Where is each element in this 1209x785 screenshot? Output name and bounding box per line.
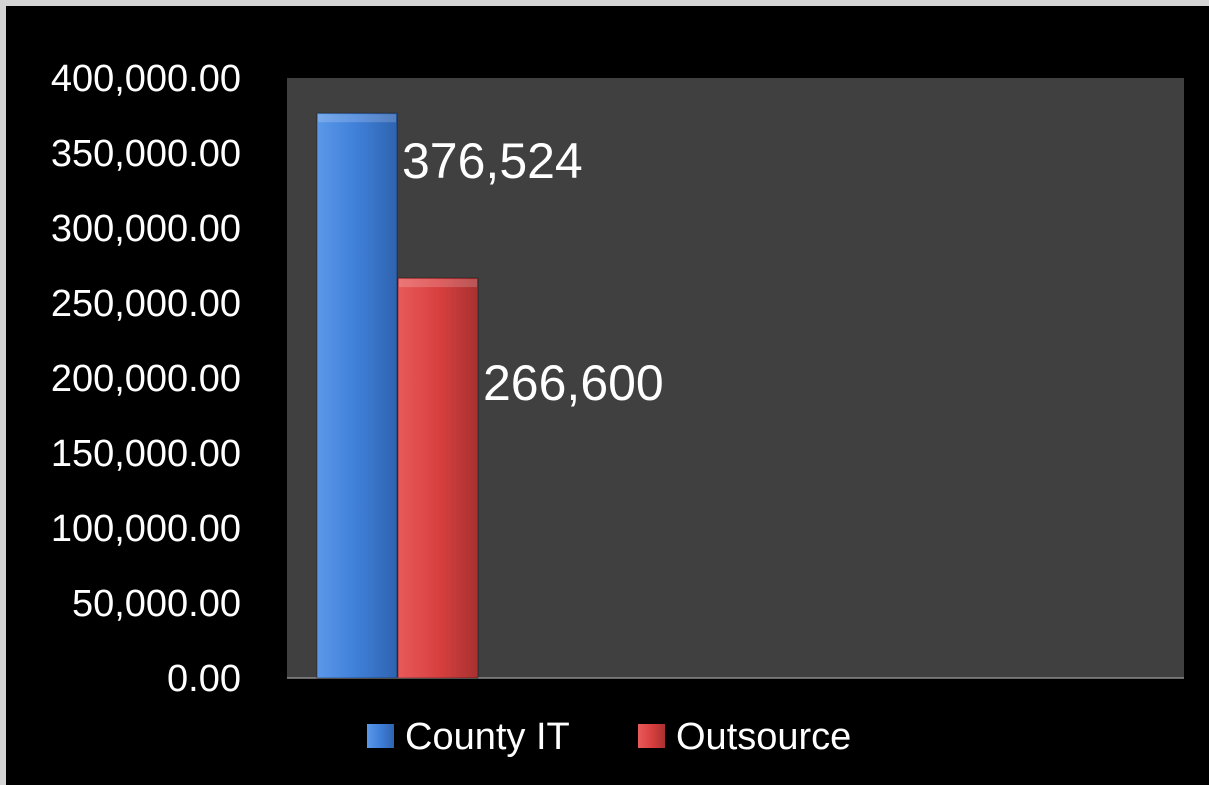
data-label-county-it: 376,524 <box>402 133 583 189</box>
data-labels: 376,524 266,600 <box>402 133 664 411</box>
y-tick-label: 300,000.00 <box>51 208 241 250</box>
y-tick-label: 400,000.00 <box>51 58 241 100</box>
y-tick-label: 150,000.00 <box>51 433 241 475</box>
y-tick-label: 250,000.00 <box>51 283 241 325</box>
y-tick-label: 100,000.00 <box>51 508 241 550</box>
legend-swatch-county-it <box>367 724 394 748</box>
bar-highlight <box>318 114 396 123</box>
legend-swatch-outsource <box>638 724 665 748</box>
bar-highlight <box>399 279 477 288</box>
bar-outsource <box>397 277 479 679</box>
bar-county-it <box>316 112 398 679</box>
y-axis: 0.00 50,000.00 100,000.00 150,000.00 200,000… <box>51 58 1184 700</box>
y-tick-label: 350,000.00 <box>51 133 241 175</box>
legend-label-outsource: Outsource <box>676 716 851 758</box>
data-label-outsource: 266,600 <box>483 355 664 411</box>
legend: County IT Outsource <box>367 716 851 758</box>
legend-label-county-it: County IT <box>405 716 570 758</box>
y-tick-label: 200,000.00 <box>51 358 241 400</box>
y-tick-label: 0.00 <box>167 658 241 700</box>
bar-series <box>316 112 479 679</box>
y-tick-label: 50,000.00 <box>72 583 241 625</box>
